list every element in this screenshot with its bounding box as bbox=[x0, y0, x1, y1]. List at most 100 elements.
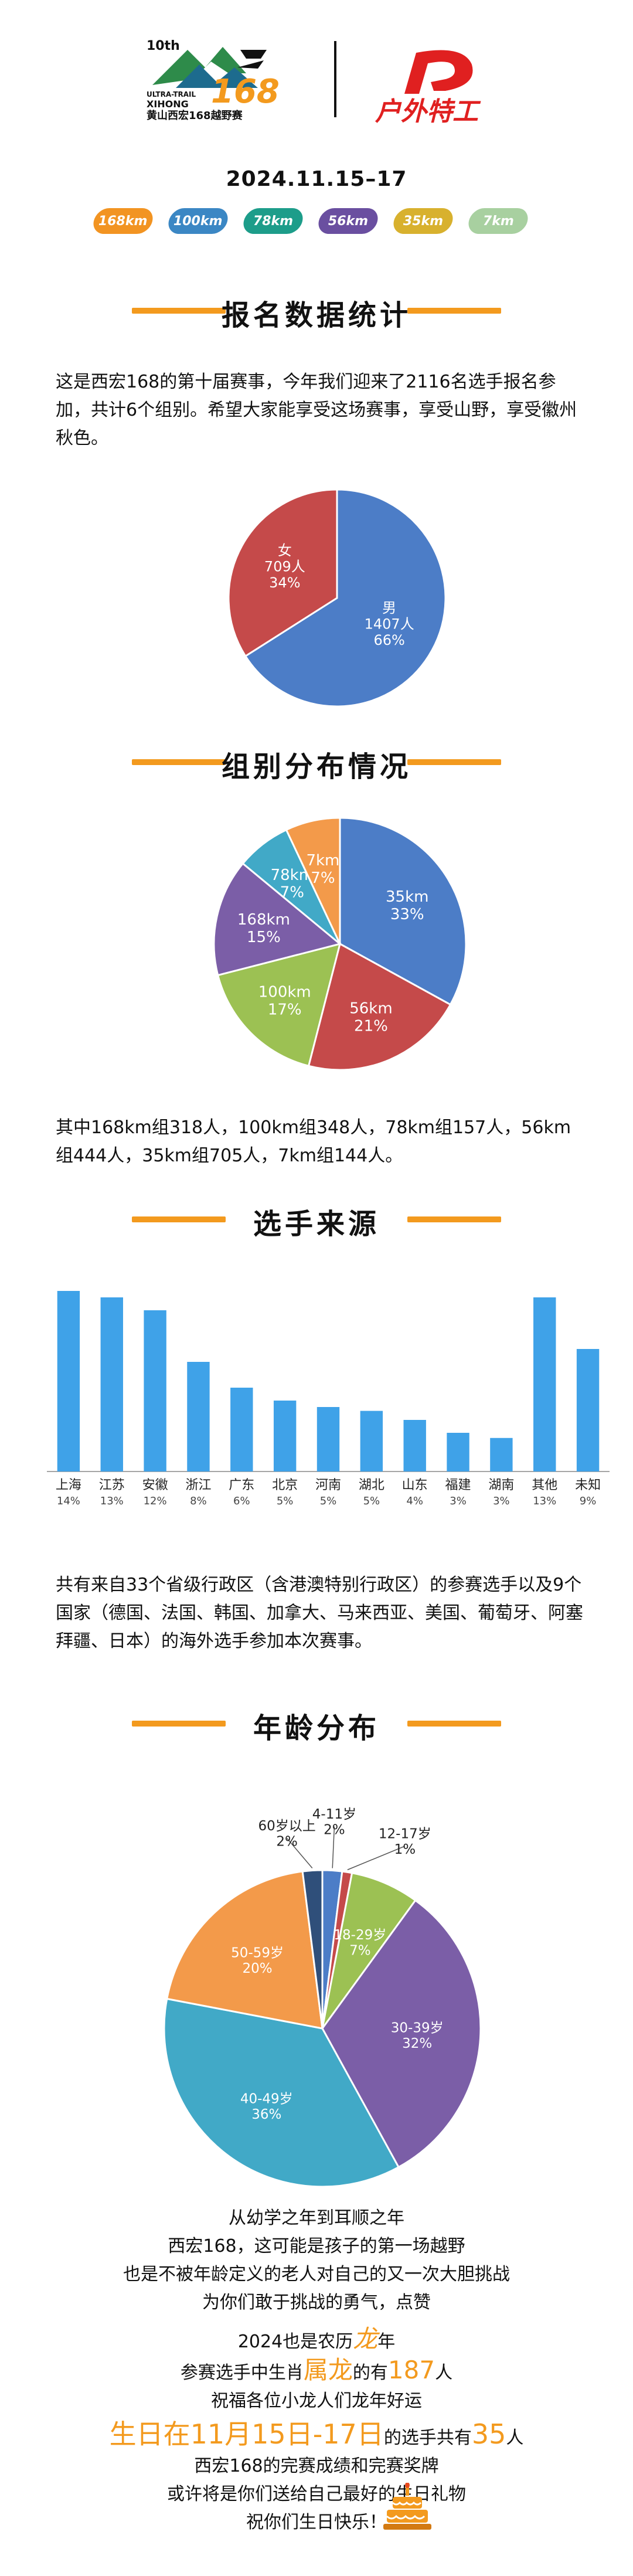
pie-slice bbox=[216, 942, 342, 1068]
pie-label-category: 100km bbox=[258, 983, 311, 1001]
dragon-line: 2024也是农历龙年 bbox=[237, 2324, 396, 2353]
pie-slice bbox=[244, 488, 447, 708]
bar bbox=[360, 1411, 383, 1471]
bar-category-label: 广东 bbox=[229, 1478, 254, 1493]
pie-label-value: 1% bbox=[394, 1842, 416, 1857]
title-decoration bbox=[132, 1216, 226, 1222]
pie-label-category: 30-39岁 bbox=[391, 2021, 444, 2036]
closing-line: 西宏168的完赛成绩和完赛奖牌 bbox=[194, 2456, 439, 2476]
pie-label-category: 18-29岁 bbox=[333, 1928, 386, 1943]
bar-value-label: 12% bbox=[144, 1495, 167, 1507]
pie-label-category: 50-59岁 bbox=[231, 1945, 284, 1960]
bar bbox=[273, 1401, 297, 1471]
pie-label-count: 1407人 bbox=[365, 616, 414, 633]
brand-small: ULTRA-TRAIL bbox=[147, 90, 196, 98]
pie-slice bbox=[213, 862, 342, 977]
bar-category-label: 上海 bbox=[56, 1478, 81, 1493]
pie-label-category: 12-17岁 bbox=[379, 1827, 431, 1842]
closing-line: 或许将是你们送给自己最好的生日礼物 bbox=[167, 2484, 466, 2504]
partner-mark-icon: 户外特工 bbox=[375, 50, 481, 127]
closing-line: 祝你们生日快乐！ bbox=[246, 2512, 387, 2533]
bar bbox=[57, 1291, 80, 1471]
event-name: 黄山西宏168越野赛 bbox=[147, 109, 243, 120]
pie-label-value: 21% bbox=[354, 1017, 388, 1035]
pie-label-value: 15% bbox=[247, 929, 281, 946]
brand-number: 168 bbox=[211, 73, 280, 111]
bar-category-label: 福建 bbox=[445, 1478, 471, 1493]
badge-100km: 100km bbox=[166, 208, 230, 234]
section-title-age: 年龄分布 bbox=[253, 1712, 380, 1745]
title-decoration bbox=[407, 1216, 501, 1222]
pie-slice bbox=[301, 1869, 324, 2029]
mountain-logo-icon: 10th ULTRA-TRAIL 168 XIHONG 黄山西宏168越野赛 bbox=[147, 39, 280, 122]
bar-value-label: 5% bbox=[277, 1495, 294, 1507]
title-decoration bbox=[407, 759, 501, 765]
pie-label-value: 17% bbox=[268, 1001, 302, 1018]
source-paragraph: 共有来自33个省级行政区（含港澳特别行政区）的参赛选手以及9个国家（德国、法国、… bbox=[56, 1575, 583, 1651]
pie-label-category: 女 bbox=[278, 542, 292, 559]
bar-value-label: 3% bbox=[450, 1495, 467, 1507]
bar-category-label: 未知 bbox=[575, 1478, 601, 1493]
bar-category-label: 江苏 bbox=[99, 1478, 125, 1493]
source-bar-chart: 上海 14% 江苏 13% 安徽 12% 浙江 8% 广东 6% 北京 5% 河南 5% 湖北 5% 山东 4% 福… bbox=[47, 1291, 610, 1507]
wish-line: 祝福各位小龙人们龙年好运 bbox=[211, 2391, 422, 2411]
group-pie-chart: 35km33%56km21%100km17%168km15%78km7%7km7… bbox=[213, 817, 467, 1071]
pie-label-category: 40-49岁 bbox=[240, 2092, 293, 2107]
title-decoration bbox=[132, 1721, 226, 1727]
pie-label-category: 35km bbox=[386, 888, 428, 906]
pie-label-value: 2% bbox=[276, 1834, 298, 1850]
pie-label-category: 7km bbox=[306, 852, 339, 869]
pie-slice bbox=[321, 1899, 482, 2169]
pie-label-category: 60岁以上 bbox=[258, 1819, 315, 1834]
bar-value-label: 6% bbox=[233, 1495, 250, 1507]
event-logo: 10th ULTRA-TRAIL 168 XIHONG 黄山西宏168越野赛 bbox=[141, 32, 311, 122]
bar-category-label: 河南 bbox=[315, 1478, 341, 1493]
brand-xihong: XIHONG bbox=[147, 98, 189, 110]
pie-slice bbox=[285, 817, 341, 944]
pie-slice bbox=[166, 1870, 324, 2030]
pie-slice bbox=[163, 1997, 400, 2188]
pie-label-value: 32% bbox=[402, 2036, 432, 2051]
closing-line: 西宏168，这可能是孩子的第一场越野 bbox=[168, 2236, 465, 2256]
bar-value-label: 13% bbox=[533, 1495, 556, 1507]
event-date: 2024.11.15–17 bbox=[226, 167, 407, 191]
pie-label-value: 2% bbox=[324, 1823, 345, 1838]
bar-value-label: 5% bbox=[320, 1495, 337, 1507]
pie-label-category: 168km bbox=[237, 911, 290, 929]
section-title-source: 选手来源 bbox=[253, 1208, 380, 1241]
bar bbox=[576, 1349, 600, 1471]
leader-line bbox=[347, 1846, 406, 1871]
pie-label-value: 33% bbox=[390, 906, 424, 923]
pie-slice bbox=[321, 1872, 417, 2029]
event-number: 10th bbox=[147, 39, 180, 53]
bar bbox=[187, 1362, 210, 1471]
bar bbox=[490, 1437, 513, 1471]
badge-35km: 35km bbox=[391, 208, 455, 234]
pie-label-count: 709人 bbox=[264, 559, 305, 575]
pie-label-value: 7% bbox=[280, 884, 304, 902]
bar bbox=[533, 1297, 556, 1471]
closing-line: 为你们敢于挑战的勇气，点赞 bbox=[202, 2292, 431, 2313]
bar-category-label: 北京 bbox=[272, 1478, 298, 1493]
leader-line bbox=[287, 1838, 313, 1869]
count-line: 参赛选手中生肖属龙的有187人 bbox=[180, 2356, 453, 2384]
bar bbox=[403, 1420, 426, 1471]
badge-78km: 78km bbox=[241, 208, 305, 234]
logo-divider bbox=[334, 41, 336, 117]
closing-line: 从幼学之年到耳顺之年 bbox=[229, 2208, 404, 2228]
section-title-groups: 组别分布情况 bbox=[221, 750, 411, 783]
pie-label-value: 36% bbox=[251, 2107, 281, 2122]
pie-label-value: 20% bbox=[243, 1961, 273, 1976]
pie-label-category: 4-11岁 bbox=[312, 1807, 356, 1822]
distance-badges: 168km 100km 78km 56km 35km 7km bbox=[91, 208, 574, 243]
partner-name: 户外特工 bbox=[375, 97, 481, 127]
pie-slice bbox=[227, 488, 338, 658]
bar-value-label: 5% bbox=[363, 1495, 380, 1507]
bar-category-label: 山东 bbox=[402, 1478, 428, 1493]
bar-category-label: 安徽 bbox=[142, 1478, 168, 1493]
pie-label-value: 7% bbox=[311, 869, 335, 887]
bar-value-label: 4% bbox=[406, 1495, 423, 1507]
birthday-cake-icon bbox=[383, 2483, 431, 2530]
